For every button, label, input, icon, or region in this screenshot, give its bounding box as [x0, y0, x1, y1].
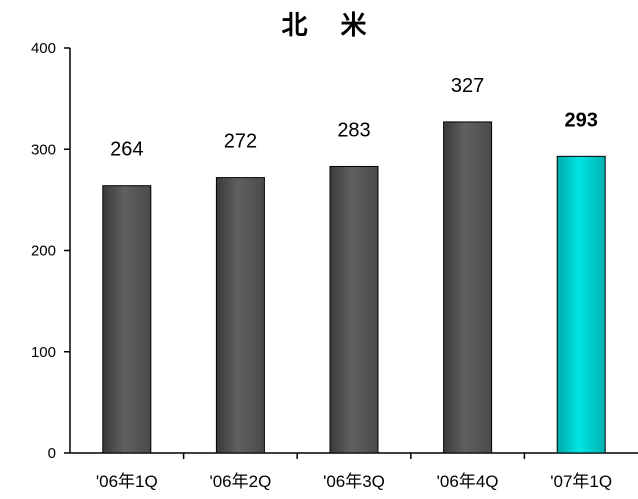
data-label: 327: [451, 75, 484, 97]
chart-title: 北 米: [281, 11, 378, 41]
bar: [215, 177, 265, 454]
data-label: 283: [337, 119, 370, 141]
bar: [329, 165, 379, 454]
y-axis: 0 100 200 300 400: [31, 40, 71, 462]
x-tick-label: '06年4Q: [437, 472, 499, 491]
data-label: 264: [110, 139, 143, 161]
y-tick-label: 100: [31, 344, 56, 361]
data-label: 293: [565, 109, 598, 131]
y-tick-label: 300: [31, 141, 56, 158]
bars: [102, 121, 606, 454]
x-tick-label: '06年3Q: [323, 472, 385, 491]
x-tick-label: '07年1Q: [550, 472, 612, 491]
bar: [443, 121, 493, 454]
bar: [102, 185, 152, 454]
y-tick-label: 400: [31, 40, 56, 57]
x-axis: '06年1Q '06年2Q '06年3Q '06年4Q '07年1Q: [70, 452, 638, 491]
bar: [556, 155, 606, 454]
x-tick-label: '06年1Q: [96, 472, 158, 491]
y-tick-label: 0: [48, 445, 56, 462]
x-tick-label: '06年2Q: [209, 472, 271, 491]
data-labels: 264 272 283 327 293: [110, 75, 598, 161]
data-label: 272: [224, 131, 257, 153]
y-tick-label: 200: [31, 243, 56, 260]
